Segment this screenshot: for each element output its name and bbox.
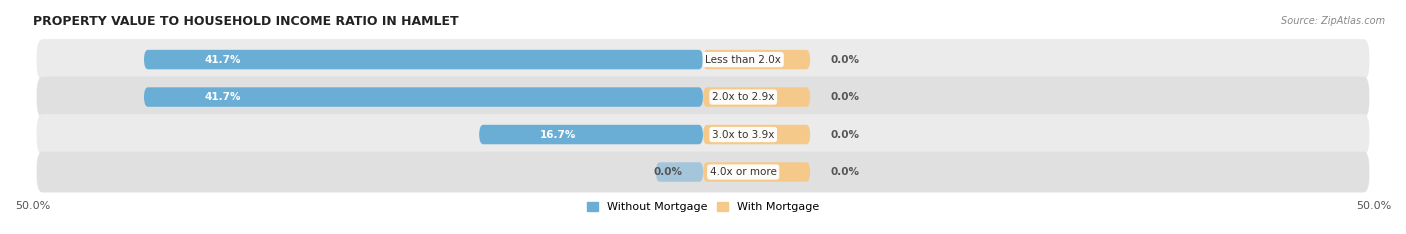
Legend: Without Mortgage, With Mortgage: Without Mortgage, With Mortgage bbox=[588, 202, 818, 212]
Text: 3.0x to 3.9x: 3.0x to 3.9x bbox=[711, 130, 775, 139]
FancyBboxPatch shape bbox=[703, 50, 810, 69]
Text: Less than 2.0x: Less than 2.0x bbox=[706, 55, 782, 65]
FancyBboxPatch shape bbox=[657, 162, 703, 182]
Text: 41.7%: 41.7% bbox=[204, 92, 240, 102]
FancyBboxPatch shape bbox=[703, 87, 810, 107]
FancyBboxPatch shape bbox=[37, 39, 1369, 80]
FancyBboxPatch shape bbox=[37, 77, 1369, 117]
Text: PROPERTY VALUE TO HOUSEHOLD INCOME RATIO IN HAMLET: PROPERTY VALUE TO HOUSEHOLD INCOME RATIO… bbox=[32, 15, 458, 28]
FancyBboxPatch shape bbox=[37, 114, 1369, 155]
Text: 4.0x or more: 4.0x or more bbox=[710, 167, 776, 177]
Text: 0.0%: 0.0% bbox=[831, 167, 859, 177]
FancyBboxPatch shape bbox=[37, 152, 1369, 193]
Text: 16.7%: 16.7% bbox=[540, 130, 576, 139]
FancyBboxPatch shape bbox=[143, 50, 703, 69]
FancyBboxPatch shape bbox=[703, 125, 810, 144]
Text: 0.0%: 0.0% bbox=[831, 55, 859, 65]
FancyBboxPatch shape bbox=[703, 162, 810, 182]
FancyBboxPatch shape bbox=[143, 87, 703, 107]
Text: 0.0%: 0.0% bbox=[831, 130, 859, 139]
Text: Source: ZipAtlas.com: Source: ZipAtlas.com bbox=[1281, 16, 1385, 26]
Text: 0.0%: 0.0% bbox=[654, 167, 683, 177]
Text: 41.7%: 41.7% bbox=[204, 55, 240, 65]
Text: 0.0%: 0.0% bbox=[831, 92, 859, 102]
Text: 2.0x to 2.9x: 2.0x to 2.9x bbox=[711, 92, 775, 102]
FancyBboxPatch shape bbox=[479, 125, 703, 144]
